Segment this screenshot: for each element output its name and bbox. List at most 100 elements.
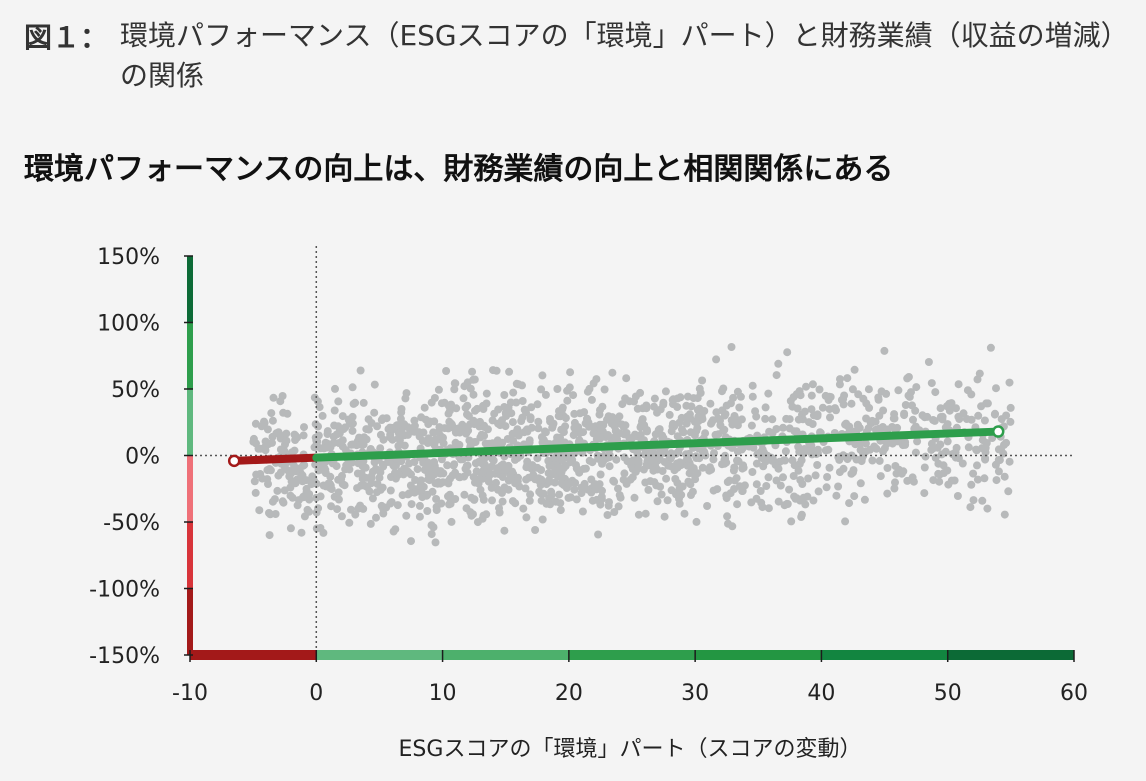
data-point: [921, 452, 930, 461]
data-point: [312, 479, 321, 488]
data-point: [864, 424, 873, 433]
data-point: [891, 478, 899, 487]
data-point: [856, 479, 865, 488]
data-point: [610, 508, 619, 516]
data-point: [489, 366, 497, 375]
data-point: [808, 420, 817, 428]
data-point: [548, 423, 557, 432]
data-point: [569, 431, 578, 440]
data-point: [978, 496, 987, 505]
data-point: [707, 419, 715, 428]
data-point: [502, 412, 511, 420]
data-point: [274, 428, 283, 437]
data-point: [638, 404, 647, 413]
data-point: [768, 454, 777, 463]
y-tick-label: -100%: [89, 578, 160, 603]
data-point: [413, 465, 422, 474]
data-point: [556, 506, 565, 515]
data-point: [868, 456, 877, 465]
data-point: [573, 423, 582, 432]
data-point: [698, 463, 707, 472]
data-point: [844, 422, 853, 431]
data-point: [737, 415, 746, 424]
data-point: [783, 348, 792, 357]
data-point: [482, 389, 491, 398]
data-point: [598, 402, 607, 411]
data-point: [615, 412, 624, 421]
data-point: [967, 390, 976, 399]
data-point: [789, 393, 798, 402]
data-point: [788, 456, 797, 465]
data-point: [612, 455, 621, 464]
data-point: [604, 501, 613, 510]
data-point: [955, 415, 964, 423]
data-point: [791, 494, 800, 503]
data-point: [879, 406, 888, 415]
data-point: [334, 397, 343, 406]
data-point: [694, 412, 703, 421]
y-tick-label: -50%: [103, 511, 160, 536]
data-point: [489, 456, 498, 465]
data-point: [779, 473, 787, 482]
data-point: [578, 507, 587, 516]
data-point: [911, 448, 920, 457]
data-point: [875, 424, 884, 433]
data-point: [874, 393, 883, 402]
data-point: [1000, 510, 1009, 519]
data-point: [808, 380, 817, 389]
data-point: [451, 495, 460, 503]
data-point: [403, 430, 412, 439]
data-point: [653, 497, 662, 506]
data-point: [964, 443, 973, 452]
data-point: [592, 435, 601, 444]
data-point: [900, 411, 909, 420]
data-point: [975, 369, 984, 378]
data-point: [723, 512, 732, 521]
data-point: [711, 430, 720, 439]
data-point: [450, 460, 459, 469]
data-point: [693, 394, 702, 403]
data-point: [471, 477, 480, 486]
data-point: [644, 452, 653, 461]
data-point: [417, 413, 426, 422]
data-point: [268, 416, 277, 425]
data-point: [395, 436, 404, 445]
data-point: [630, 493, 639, 502]
data-point: [597, 456, 606, 465]
data-point: [302, 484, 311, 493]
data-point: [570, 485, 579, 494]
data-point: [732, 474, 741, 483]
data-point: [883, 425, 892, 434]
data-point: [511, 499, 520, 508]
data-point: [634, 510, 643, 519]
data-point: [1000, 472, 1009, 481]
data-point: [785, 415, 794, 424]
data-point: [785, 485, 794, 494]
data-point: [832, 491, 841, 500]
data-point: [451, 438, 460, 447]
data-point: [268, 438, 276, 447]
data-point: [944, 480, 953, 489]
data-point: [738, 487, 747, 495]
data-point: [603, 511, 612, 519]
x-tick-label: 30: [681, 681, 709, 706]
data-point: [644, 485, 653, 494]
x-tick-label: 20: [555, 681, 583, 706]
data-point: [969, 469, 978, 478]
data-point: [752, 480, 761, 489]
data-point: [470, 375, 479, 384]
data-point: [279, 408, 288, 417]
data-point: [1005, 457, 1014, 466]
data-point: [815, 385, 824, 394]
data-point: [569, 391, 578, 400]
data-point: [967, 480, 976, 489]
data-point: [912, 383, 921, 392]
y-tick-label: 50%: [111, 378, 160, 403]
data-point: [556, 499, 565, 508]
data-point: [340, 481, 349, 490]
data-point: [526, 490, 535, 499]
data-point: [525, 438, 534, 447]
data-point: [393, 501, 402, 510]
trend-line-negative: [230, 453, 321, 465]
data-point: [626, 475, 635, 484]
